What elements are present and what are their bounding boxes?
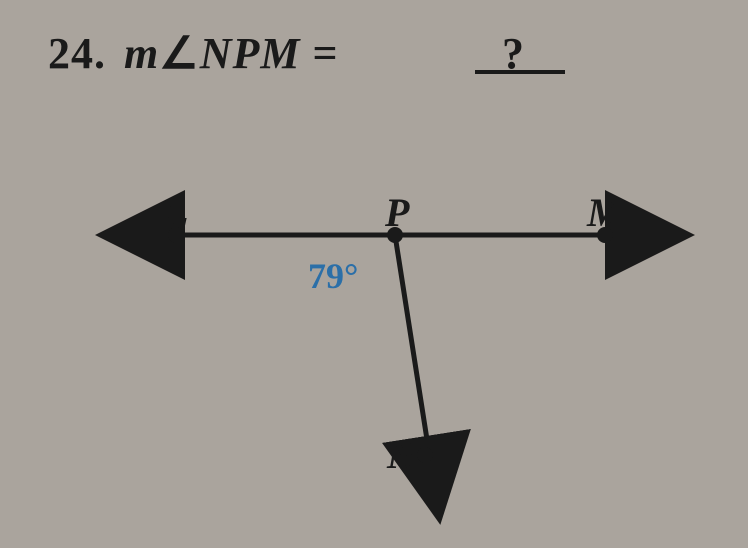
point-n-dot <box>417 447 433 463</box>
geometry-diagram <box>0 0 748 548</box>
point-n-label: N <box>387 431 416 478</box>
point-l-label: L <box>164 189 188 236</box>
point-m-label: M <box>587 189 623 236</box>
page: 24. m∠NPM = ? L P M N 79° <box>0 0 748 548</box>
point-p-label: P <box>385 189 409 236</box>
angle-79-label: 79° <box>308 255 358 297</box>
